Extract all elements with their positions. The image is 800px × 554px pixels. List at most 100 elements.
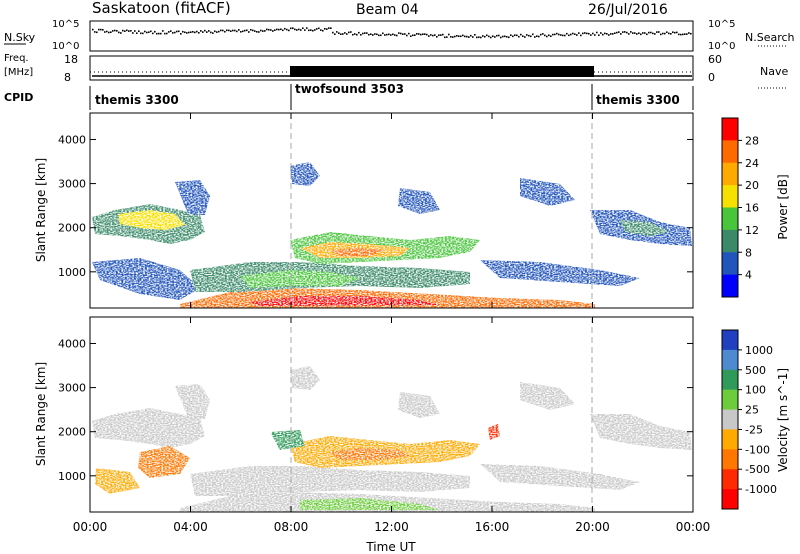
velocity-colorbar-band: [722, 489, 738, 510]
noise-sample: [346, 33, 348, 35]
noise-series: [92, 27, 692, 39]
noise-sample: [334, 33, 336, 35]
noise-sample: [362, 32, 364, 35]
velocity-panel: 1000 2000 3000 4000 Slant Range [km]: [34, 316, 694, 513]
noise-sample: [604, 32, 606, 35]
noise-sample: [398, 32, 400, 34]
velocity-colorbar-bands: [722, 330, 738, 510]
nave-tick-bottom: 0: [708, 71, 715, 84]
noise-sample: [596, 31, 598, 34]
noise-sample: [490, 36, 492, 39]
noise-sample: [598, 34, 600, 36]
noise-sample: [438, 34, 440, 36]
noise-sample: [352, 33, 354, 36]
power-ytick-label: 4000: [58, 133, 86, 146]
noise-sample: [564, 34, 566, 37]
noise-sample: [684, 33, 686, 35]
noise-sample: [188, 31, 190, 34]
noise-sample: [536, 35, 538, 37]
noise-sample: [464, 35, 466, 38]
power-colorbar-tick-label: 4: [745, 269, 752, 282]
noise-sample: [122, 29, 124, 32]
noise-sample: [136, 32, 138, 34]
noise-search-label: N.Search: [745, 31, 795, 44]
noise-sample: [414, 34, 416, 36]
noise-sample: [412, 34, 414, 37]
noise-sample: [400, 32, 402, 35]
velocity-echo-midday-core: [330, 448, 410, 460]
noise-sample: [298, 28, 300, 31]
power-echo-evening-core: [620, 220, 670, 236]
noise-sample: [246, 29, 248, 32]
nave-label: Nave: [760, 65, 788, 78]
noise-sample: [450, 36, 452, 38]
freq-label-line1: Freq.: [4, 53, 29, 64]
noise-sample: [480, 36, 482, 39]
velocity-echo-morning-low: [95, 468, 140, 494]
noise-sample: [168, 31, 170, 33]
noise-sample: [408, 32, 410, 35]
noise-sample: [670, 33, 672, 35]
noise-sample: [568, 34, 570, 37]
noise-sample: [538, 35, 540, 38]
freq-tick-bottom: 8: [64, 71, 71, 84]
power-echo-left-low: [92, 258, 200, 300]
velocity-ytick-label: 2000: [58, 426, 86, 439]
power-colorbar-tick-label: 8: [745, 246, 752, 259]
noise-sample: [590, 34, 592, 36]
noise-sample: [288, 29, 290, 32]
noise-sample: [416, 33, 418, 35]
noise-sample: [308, 29, 310, 32]
power-colorbar-band: [722, 252, 738, 276]
x-tick-label: 20:00: [575, 520, 610, 534]
noise-sample: [182, 30, 184, 33]
noise-sample: [646, 33, 648, 36]
noise-sample: [326, 28, 328, 30]
noise-sample: [486, 34, 488, 37]
noise-sample: [546, 35, 548, 38]
power-ytick-label: 2000: [58, 222, 86, 235]
noise-sample: [338, 32, 340, 34]
power-colorbar-tick-label: 16: [745, 202, 759, 215]
noise-sample: [418, 33, 420, 35]
noise-sample: [324, 28, 326, 30]
freq-panel: Freq. [MHz] 18 8 60 0 Nave: [4, 53, 788, 89]
noise-sample: [116, 30, 118, 32]
velocity-echo-evening-gs: [590, 414, 692, 450]
noise-sample: [222, 29, 224, 32]
x-tick-label: 00:00: [73, 520, 108, 534]
nave-tick-top: 60: [708, 53, 722, 66]
velocity-colorbar-band: [722, 369, 738, 391]
noise-sample: [218, 30, 220, 33]
noise-sample: [120, 32, 122, 34]
velocity-colorbar-tick-label: 100: [745, 384, 766, 397]
noise-sample: [200, 30, 202, 32]
power-heatmap: [92, 162, 692, 308]
power-echo-2000km-hot: [330, 248, 385, 256]
noise-sample: [142, 32, 144, 35]
noise-sample: [666, 31, 668, 33]
noise-sample: [562, 34, 564, 37]
noise-sample: [530, 35, 532, 38]
velocity-echo-green-patch: [270, 430, 305, 450]
noise-sample: [672, 31, 674, 33]
noise-sample: [600, 32, 602, 34]
velocity-colorbar-tick-label: -100: [745, 443, 770, 456]
noise-sample: [148, 31, 150, 33]
noise-sample: [106, 30, 108, 33]
velocity-colorbar-band: [722, 409, 738, 430]
power-echoes: [92, 162, 692, 308]
noise-sample: [466, 35, 468, 38]
cpid-label: CPID: [4, 91, 33, 104]
noise-sample: [380, 34, 382, 37]
noise-sample: [548, 34, 550, 37]
noise-sample: [374, 33, 376, 35]
noise-sample: [534, 36, 536, 38]
noise-sample: [540, 33, 542, 36]
noise-sample: [448, 33, 450, 36]
velocity-colorbar-tick-label: -500: [745, 463, 770, 476]
noise-sample: [306, 27, 308, 29]
power-colorbar-band: [722, 207, 738, 231]
noise-sample: [124, 30, 126, 32]
noise-sample: [634, 32, 636, 34]
